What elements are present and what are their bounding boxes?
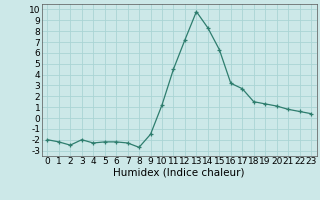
X-axis label: Humidex (Indice chaleur): Humidex (Indice chaleur) bbox=[114, 168, 245, 178]
